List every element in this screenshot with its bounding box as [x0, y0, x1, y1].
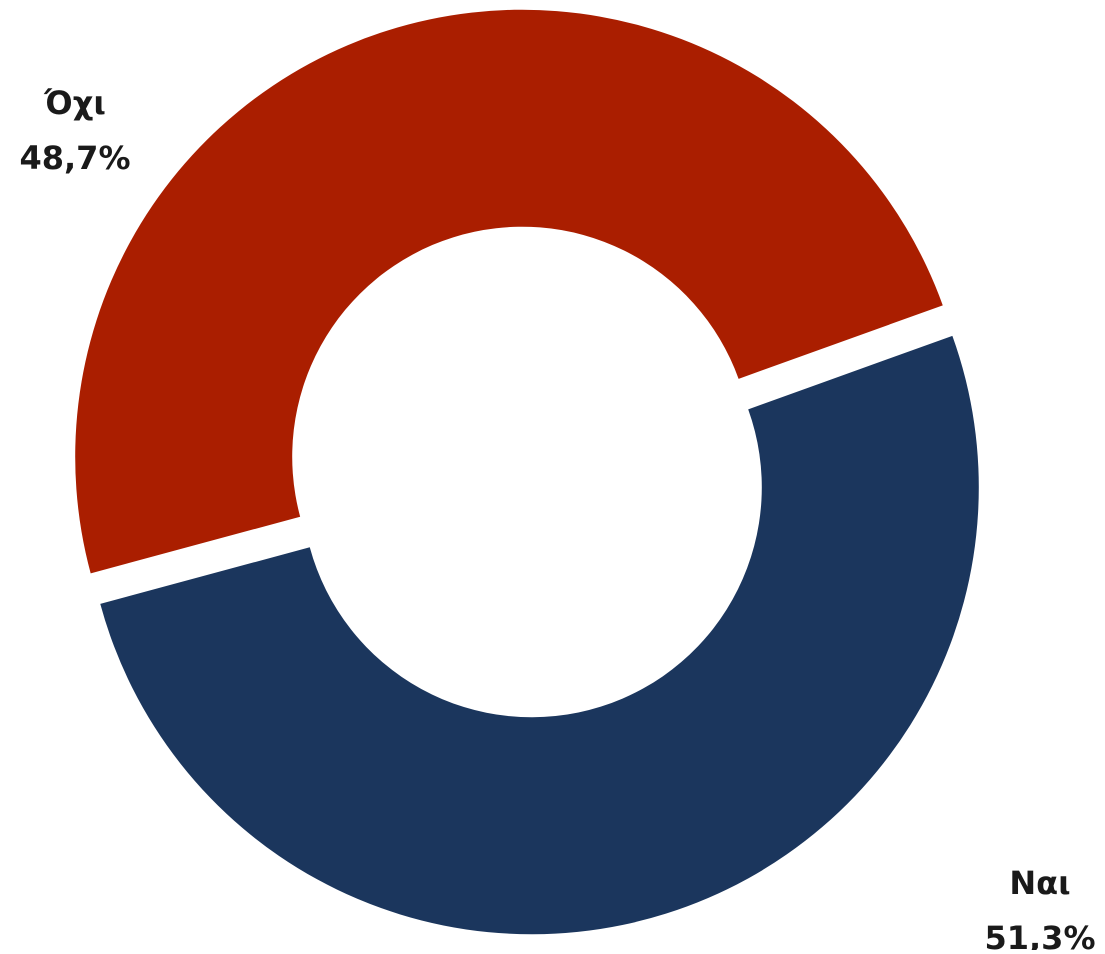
value-label: 51,3%	[984, 919, 1095, 950]
slice-label: Ναι	[1009, 864, 1070, 902]
donut-slice	[100, 335, 979, 935]
slice-label: Όχι	[43, 84, 106, 122]
value-label: 48,7%	[19, 139, 130, 177]
donut-slice	[75, 9, 943, 574]
